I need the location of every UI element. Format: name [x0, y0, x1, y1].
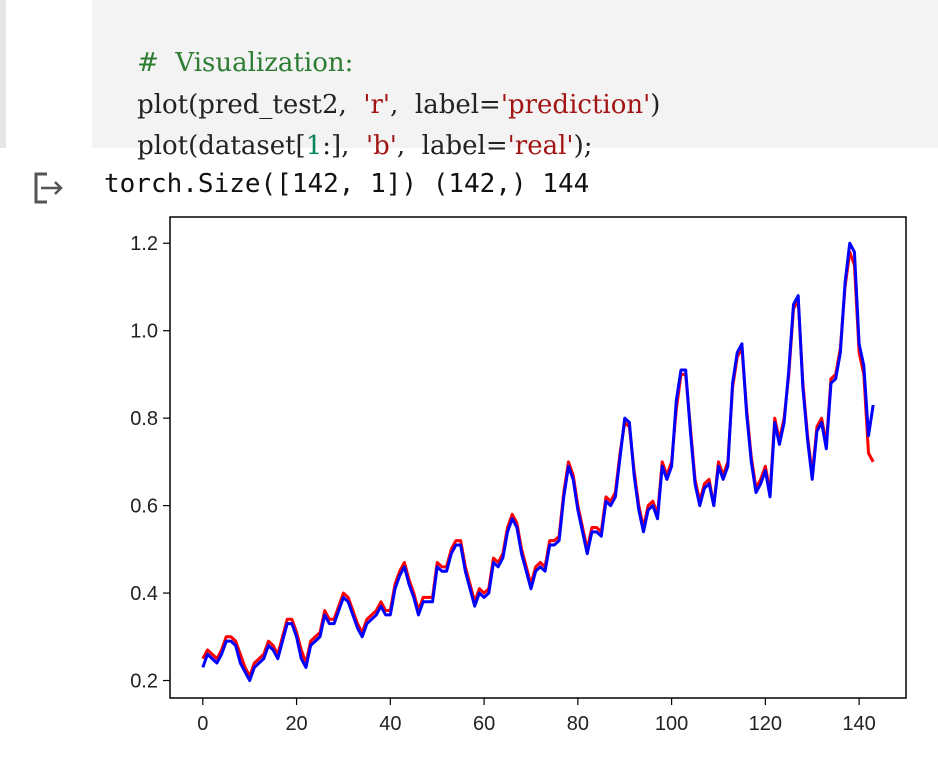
- y-tick-label: 1.2: [130, 233, 158, 255]
- x-tick-label: 120: [749, 713, 782, 735]
- code-string: 'real': [507, 131, 574, 161]
- cell-gutter: [0, 0, 6, 148]
- x-tick-label: 60: [473, 713, 495, 735]
- x-tick-label: 140: [842, 713, 875, 735]
- code-string: 'b': [365, 131, 397, 161]
- code-token: , label=: [390, 90, 501, 120]
- code-number: 1: [305, 131, 323, 161]
- code-token: plot(dataset[: [137, 131, 306, 161]
- code-token: , label=: [396, 131, 508, 161]
- y-tick-label: 0.6: [130, 496, 158, 518]
- code-comment: # Visualization:: [137, 48, 354, 78]
- x-tick-label: 0: [197, 713, 208, 735]
- code-string: 'r': [363, 90, 391, 120]
- output-toggle-icon[interactable]: [33, 170, 65, 206]
- stdout-text: torch.Size([142, 1]) (142,) 144: [104, 169, 590, 199]
- x-tick-label: 20: [285, 713, 307, 735]
- x-tick-label: 80: [567, 713, 589, 735]
- code-line-2[interactable]: plot(pred_test2, 'r', label='prediction'…: [104, 45, 660, 120]
- code-line-3[interactable]: plot(dataset[1:], 'b', label='real');: [104, 86, 592, 161]
- plot-frame: [169, 216, 907, 699]
- y-tick-label: 0.8: [130, 408, 158, 430]
- y-tick-label: 0.2: [130, 671, 158, 693]
- series-line-1: [201, 241, 875, 683]
- y-tick-label: 1.0: [130, 321, 158, 343]
- code-string: 'prediction': [500, 90, 651, 120]
- code-token: );: [573, 131, 593, 161]
- code-token: :],: [322, 131, 366, 161]
- code-cell[interactable]: # Visualization: plot(pred_test2, 'r', l…: [92, 0, 938, 161]
- x-tick-label: 40: [379, 713, 401, 735]
- code-token: plot(pred_test2,: [137, 90, 364, 120]
- y-tick-label: 0.4: [130, 583, 158, 605]
- x-tick-label: 100: [655, 713, 688, 735]
- code-token: ): [650, 90, 661, 120]
- code-line-1[interactable]: # Visualization:: [104, 3, 353, 78]
